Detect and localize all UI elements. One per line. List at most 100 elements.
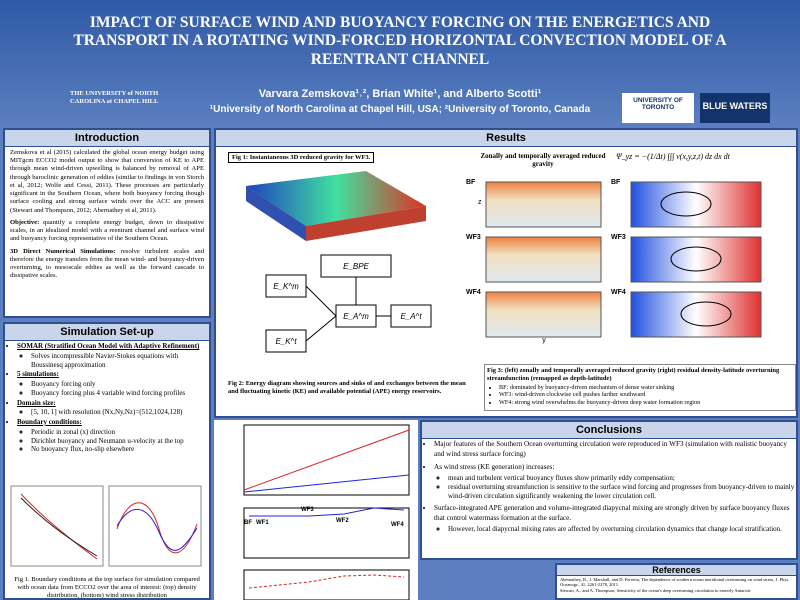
- bullet: WF3: wind-driven clockwise cell pushes f…: [499, 391, 793, 399]
- node-label: E_K^t: [275, 337, 297, 346]
- streamfunction-panel: [630, 236, 762, 283]
- sub-item: However, local diapycnal mixing rates ar…: [448, 525, 796, 534]
- axis-label: y: [542, 337, 546, 344]
- reference: Stewart, A., and A. Thompson, Sensitivit…: [560, 587, 752, 593]
- caption: Fig 1. Boundary conditions at the top su…: [14, 576, 200, 600]
- curve: [243, 429, 410, 491]
- list-item: SOMAR (Stratified Ocean Model with Adapt…: [17, 342, 209, 369]
- item-title: SOMAR (Stratified Ocean Model with Adapt…: [17, 342, 200, 350]
- item-text: As wind stress (KE generation) increases…: [434, 463, 555, 472]
- sub-list: However, local diapycnal mixing rates ar…: [434, 525, 796, 534]
- curve: [243, 474, 410, 493]
- gravity-panel: [485, 236, 602, 283]
- paragraph: Objective: quantify a complete energy bu…: [5, 217, 209, 246]
- list: SOMAR (Stratified Ocean Model with Adapt…: [5, 342, 209, 454]
- streamfunction-panel: [630, 181, 762, 228]
- frame: [243, 424, 410, 496]
- volume-top: [246, 171, 426, 226]
- item-title: 5 simulations:: [17, 370, 59, 379]
- sub-list: Solves incompressible Navier-Stokes equa…: [17, 352, 209, 370]
- text: quantify a complete energy budget, down …: [10, 218, 204, 243]
- list-item: As wind stress (KE generation) increases…: [434, 463, 796, 500]
- heading: Conclusions: [422, 422, 796, 439]
- arrow: [305, 315, 337, 342]
- point-label: WF2: [336, 518, 349, 524]
- bullet: BF: dominated by buoyancy-driven mechani…: [499, 384, 793, 392]
- panel-label: BF: [611, 179, 621, 186]
- caption: Fig 1: Instantaneous 3D reduced gravity …: [228, 152, 375, 163]
- list: BF: dominated by buoyancy-driven mechani…: [487, 384, 793, 407]
- sub-item: Periodic in zonal (x) direction: [31, 428, 209, 437]
- list: Abernathey, R., J. Marshall, and D. Ferr…: [557, 576, 796, 594]
- authors: Varvara Zemskova¹˒², Brian White¹, and A…: [258, 88, 542, 100]
- caption: Fig 2: Energy diagram showing sources an…: [228, 380, 466, 396]
- curve: [20, 497, 98, 557]
- arrow: [305, 285, 337, 317]
- cell-arrow: [680, 301, 732, 327]
- sub-item: [5, 10, 1] with resolution (Nx,Ny,Nz)=(5…: [31, 408, 209, 417]
- curve: [249, 507, 405, 517]
- caption: Fig 3: (left) zonally and temporally ave…: [487, 367, 780, 382]
- item-text: Surface-integrated APE generation and vo…: [434, 504, 790, 523]
- header: IMPACT OF SURFACE WIND AND BUOYANCY FORC…: [0, 0, 800, 127]
- conclusions-box: Conclusions Major features of the Southe…: [420, 420, 798, 560]
- title: IMPACT OF SURFACE WIND AND BUOYANCY FORC…: [73, 14, 727, 68]
- sub-item: mean and turbulent vertical buoyancy flu…: [448, 474, 796, 483]
- cell-arrow: [670, 246, 722, 272]
- panel-label: WF4: [466, 289, 481, 296]
- line-plots: BF WF1 WF3 WF2 WF4: [214, 420, 418, 600]
- results-box: Results Fig 1: Instantaneous 3D reduced …: [214, 128, 798, 418]
- list: Major features of the Southern Ocean ove…: [422, 440, 796, 534]
- node-label: E_BPE: [343, 262, 369, 271]
- panels: BF BF WF3 WF3 WF4 WF4 y z: [466, 179, 762, 344]
- sub-item: residual overturning streamfunction is s…: [448, 483, 796, 501]
- heading: Results: [216, 130, 796, 147]
- references-box: References Abernathey, R., J. Marshall, …: [555, 563, 798, 600]
- list-item: 5 simulations:Buoyancy forcing onlyBuoya…: [17, 370, 209, 397]
- node-label: E_A^t: [400, 312, 422, 321]
- intro-box: Introduction Zemskova et al (2015) calcu…: [3, 128, 211, 318]
- item-title: Domain size:: [17, 398, 56, 407]
- affiliation: ¹University of North Carolina at Chapel …: [209, 104, 591, 115]
- streamfunction-panel: [630, 291, 762, 338]
- panel-label: BF: [466, 179, 476, 186]
- sub-list: Periodic in zonal (x) directionDirichlet…: [17, 428, 209, 454]
- curve: [248, 574, 405, 589]
- axis-label: z: [478, 199, 482, 206]
- panel-label: WF4: [611, 289, 626, 296]
- label: 3D Direct Numerical Simulations:: [10, 247, 116, 255]
- list-item: Major features of the Southern Ocean ove…: [434, 440, 796, 459]
- fig3-box: Fig 3: (left) zonally and temporally ave…: [484, 364, 796, 411]
- sub-list: [5, 10, 1] with resolution (Nx,Ny,Nz)=(5…: [17, 408, 209, 417]
- gravity-panel: [485, 291, 602, 338]
- sub-list: mean and turbulent vertical buoyancy flu…: [434, 474, 796, 500]
- sub-item: Buoyancy forcing plus 4 variable wind fo…: [31, 389, 209, 398]
- point-label: WF3: [301, 507, 314, 513]
- sub-list: Buoyancy forcing onlyBuoyancy forcing pl…: [17, 380, 209, 398]
- sub-item: Buoyancy forcing only: [31, 380, 209, 389]
- curve: [116, 508, 198, 551]
- point-label: BF: [244, 520, 252, 526]
- frame: [108, 485, 202, 567]
- sub-item: No buoyancy flux, no-slip elsewhere: [31, 445, 209, 454]
- list-item: Boundary conditions: Periodic in zonal (x…: [17, 418, 209, 454]
- panel-title: Zonally and temporally averaged reduced …: [480, 152, 606, 168]
- point-label: WF4: [391, 522, 404, 528]
- panel-label: WF3: [611, 234, 626, 241]
- heading: Simulation Set-up: [5, 324, 209, 341]
- reference: Abernathey, R., J. Marshall, and D. Ferr…: [560, 577, 790, 588]
- text: resolve turbulent scales and therefore t…: [10, 247, 204, 280]
- logo-toronto: UNIVERSITY OF TORONTO: [622, 93, 694, 123]
- paragraph: Zemskova et al (2015) calculated the glo…: [10, 149, 204, 214]
- equation: Ψ_yz = −(1/Δt) ∫∫∫ v(x,y,z,t) dz dx dt: [616, 152, 730, 161]
- list-item: Domain size:[5, 10, 1] with resolution (…: [17, 399, 209, 418]
- panel-label: WF3: [466, 234, 481, 241]
- gravity-panel: [485, 181, 602, 228]
- item-text: Major features of the Southern Ocean ove…: [434, 440, 787, 458]
- frame: [243, 507, 410, 559]
- volume-side: [306, 206, 426, 241]
- curve: [20, 493, 98, 560]
- volume-side: [246, 186, 306, 241]
- setup-figure: [10, 485, 202, 567]
- label: Objective:: [10, 218, 40, 226]
